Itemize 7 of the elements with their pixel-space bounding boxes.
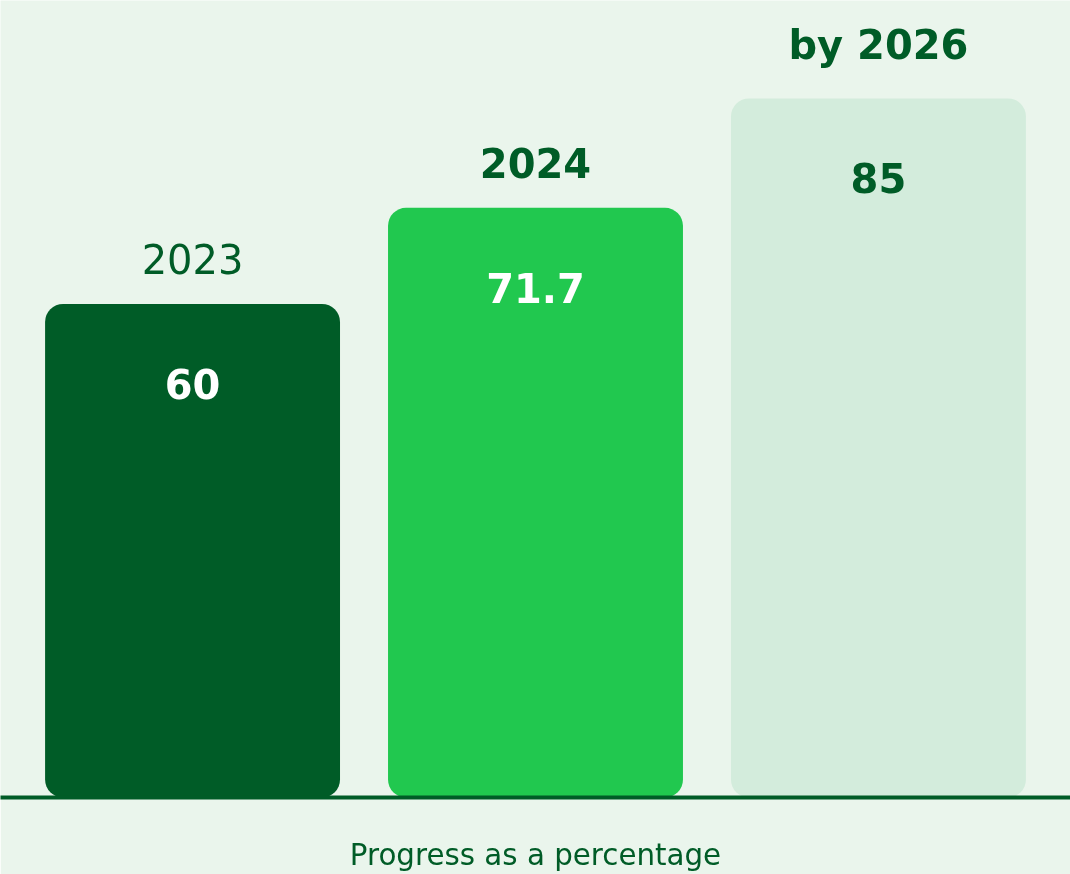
x-tick-label: by 2026 (788, 22, 969, 69)
x-tick-label: 2024 (479, 140, 592, 187)
data-label: 60 (164, 362, 221, 408)
data-label: 85 (850, 156, 907, 203)
data-label: 71.7 (486, 265, 585, 312)
x-tick-label: 2023 (141, 237, 244, 283)
x-axis-title: Progress as a percentage (349, 837, 722, 872)
